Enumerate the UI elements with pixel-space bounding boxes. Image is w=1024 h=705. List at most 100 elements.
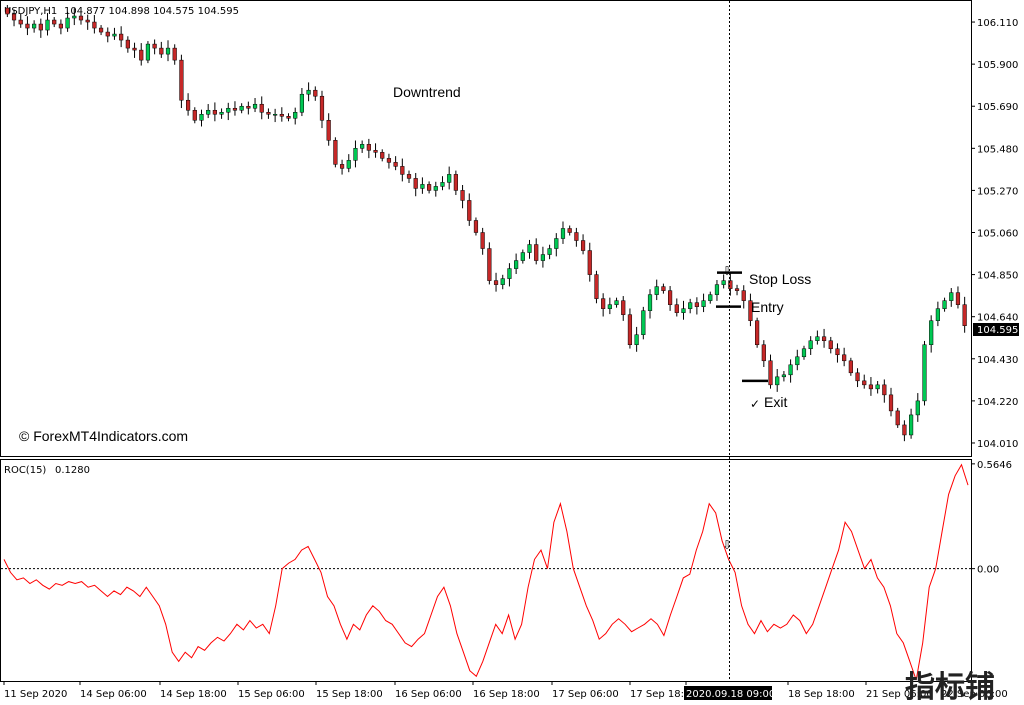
candle-body bbox=[232, 107, 238, 111]
candle-body bbox=[420, 184, 425, 189]
candle-body bbox=[299, 93, 304, 113]
candle bbox=[5, 5, 10, 18]
candle-body bbox=[929, 320, 934, 346]
candle bbox=[828, 336, 833, 354]
candle-body bbox=[942, 300, 947, 309]
candle bbox=[319, 90, 325, 129]
candle bbox=[273, 108, 278, 123]
candle-body bbox=[728, 280, 733, 289]
candle bbox=[534, 238, 539, 265]
candle-body bbox=[179, 59, 184, 101]
symbol-label: USDJPY,H1 bbox=[4, 6, 57, 17]
candle bbox=[326, 113, 331, 146]
candle-body bbox=[788, 364, 793, 376]
stop-loss-label: Stop Loss bbox=[749, 271, 811, 287]
candle-body bbox=[105, 31, 110, 37]
candle-body bbox=[346, 160, 351, 169]
candle bbox=[473, 217, 479, 236]
candle-body bbox=[38, 23, 43, 31]
roc-value-axis: 0.5646 0.00 bbox=[971, 460, 1012, 576]
candle-body bbox=[353, 148, 358, 161]
candle bbox=[32, 20, 37, 33]
candle bbox=[18, 13, 23, 28]
candle-body bbox=[955, 292, 961, 305]
price-tick-label: 105.270 bbox=[977, 186, 1018, 197]
candle bbox=[788, 359, 793, 383]
candle bbox=[708, 291, 713, 304]
candle bbox=[487, 242, 492, 285]
ohlc-label: 104.877 104.898 104.575 104.595 bbox=[64, 6, 239, 17]
candle-body bbox=[313, 89, 318, 97]
candle bbox=[440, 176, 445, 191]
price-tick-label: 105.060 bbox=[977, 229, 1018, 240]
candle-body bbox=[199, 113, 204, 121]
candle bbox=[266, 108, 271, 119]
time-axis: 11 Sep 2020 14 Sep 06:00 14 Sep 18:00 15 Se… bbox=[3, 681, 1008, 700]
candle bbox=[252, 98, 258, 113]
candle-body bbox=[165, 47, 171, 55]
candle-body bbox=[5, 7, 10, 15]
candle-body bbox=[909, 414, 914, 436]
time-tick-label: 14 Sep 18:00 bbox=[160, 689, 227, 700]
price-tick-label: 104.430 bbox=[977, 355, 1018, 366]
candle bbox=[132, 42, 137, 58]
candle bbox=[587, 242, 592, 282]
candle bbox=[11, 9, 17, 27]
candle bbox=[868, 377, 874, 396]
candle bbox=[621, 296, 626, 321]
candle bbox=[85, 14, 90, 30]
candle-body bbox=[882, 384, 887, 396]
candle-body bbox=[273, 113, 278, 116]
crosshair-time-label: 2020.09.18 09:00 bbox=[686, 689, 775, 700]
candle bbox=[333, 137, 338, 168]
candle-body bbox=[949, 292, 954, 301]
candle bbox=[199, 109, 204, 127]
candle bbox=[922, 340, 927, 406]
candle bbox=[848, 357, 853, 376]
candle bbox=[594, 270, 599, 304]
candle bbox=[339, 159, 345, 175]
candle bbox=[293, 107, 298, 125]
candle-body bbox=[815, 336, 820, 341]
candle bbox=[821, 328, 827, 348]
candle bbox=[668, 286, 673, 311]
candle bbox=[875, 381, 880, 394]
candle bbox=[835, 343, 840, 363]
price-tick-label: 104.640 bbox=[977, 313, 1018, 324]
candle-body bbox=[493, 280, 499, 285]
candle-body bbox=[721, 280, 726, 285]
candle-body bbox=[339, 164, 345, 169]
candle bbox=[741, 285, 746, 309]
candle bbox=[514, 253, 519, 275]
candle-body bbox=[119, 33, 124, 41]
candle-body bbox=[239, 105, 244, 111]
candle-body bbox=[145, 43, 151, 61]
candle-body bbox=[681, 308, 686, 313]
candle bbox=[728, 272, 733, 296]
candle bbox=[641, 306, 646, 340]
candle-body bbox=[935, 308, 940, 321]
candle-body bbox=[701, 300, 706, 307]
roc-tick-label: 0.5646 bbox=[977, 460, 1012, 471]
candle-body bbox=[226, 107, 231, 113]
candle bbox=[172, 44, 177, 65]
candle-body bbox=[360, 144, 365, 149]
candle-body bbox=[11, 13, 17, 21]
candle-body bbox=[500, 278, 505, 285]
candle bbox=[433, 181, 438, 197]
entry-label: Entry bbox=[751, 299, 784, 315]
candle-body bbox=[808, 340, 813, 350]
candle bbox=[460, 185, 465, 209]
candle bbox=[467, 193, 472, 226]
candle bbox=[580, 234, 586, 255]
candle bbox=[688, 298, 693, 314]
candle bbox=[393, 156, 398, 171]
candle-body bbox=[25, 23, 30, 29]
exit-label: Exit bbox=[764, 394, 787, 410]
candle bbox=[165, 40, 171, 62]
main-panel-frame bbox=[0, 0, 972, 457]
candle bbox=[480, 227, 485, 255]
time-tick-label: 21 Sep 06:00 bbox=[866, 689, 933, 700]
candle bbox=[125, 36, 130, 53]
